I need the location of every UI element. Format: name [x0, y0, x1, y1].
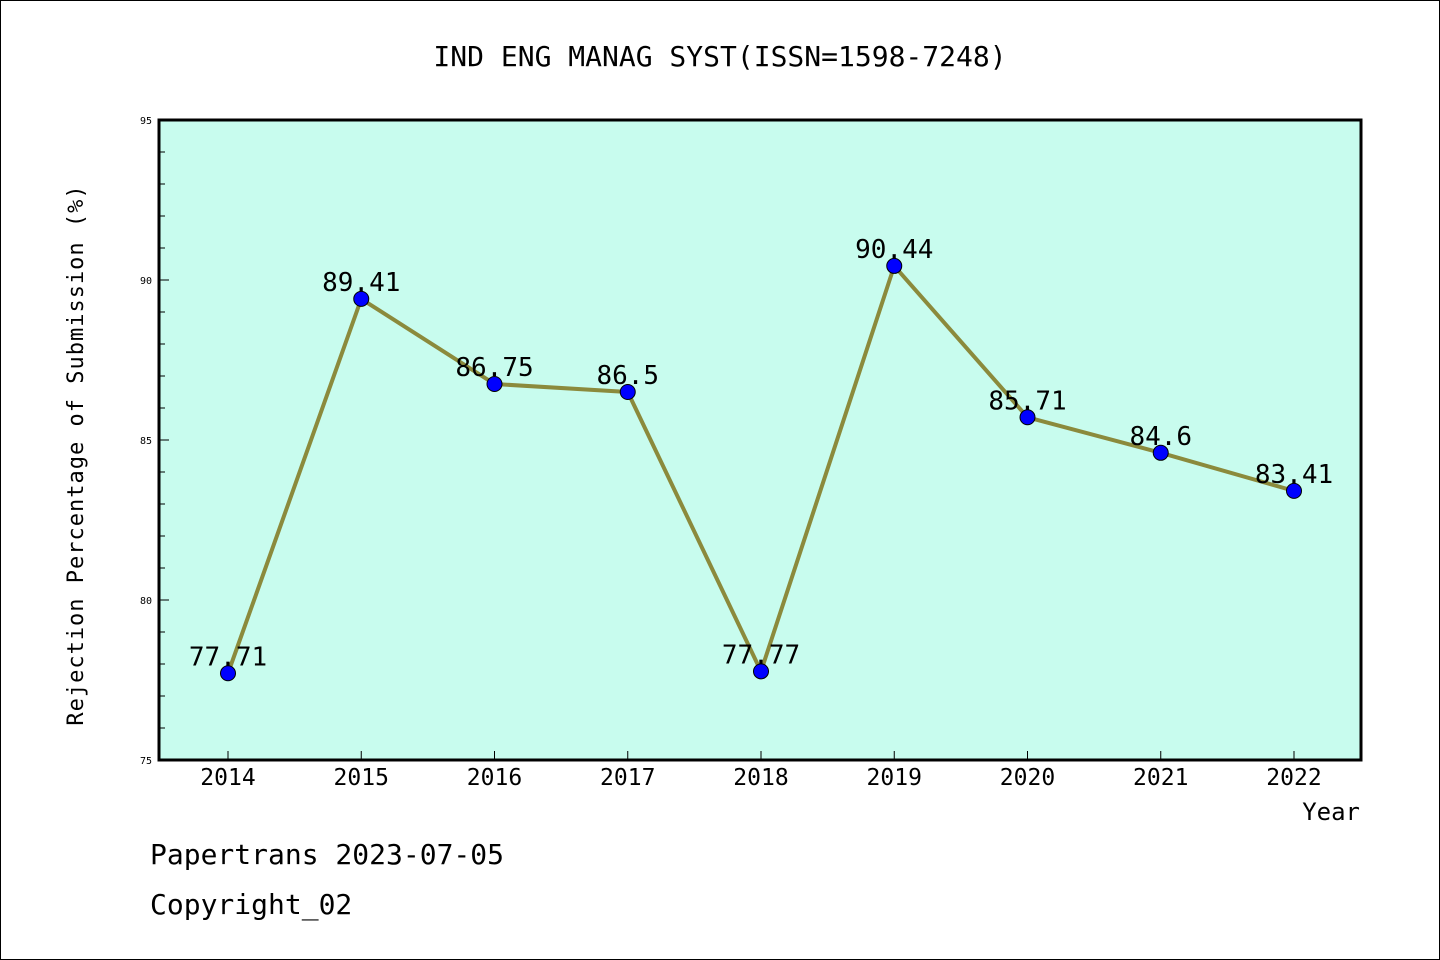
- x-tick-label: 2021: [1133, 765, 1188, 791]
- plot-area: [159, 120, 1361, 760]
- data-point: [886, 257, 903, 274]
- data-point: [1019, 409, 1036, 426]
- y-tick-label: 95: [140, 116, 152, 127]
- y-axis-label: Rejection Percentage of Submission (%): [64, 184, 89, 725]
- y-tick-label: 80: [140, 596, 152, 607]
- data-label: 84.6: [1129, 422, 1192, 452]
- plot-border: [157, 118, 1363, 762]
- y-tick-label: 85: [140, 436, 152, 447]
- data-label: 77.71: [189, 642, 267, 672]
- y-tick-label: 90: [140, 276, 152, 287]
- data-point: [486, 376, 503, 392]
- x-axis-ticks: 2014 2015 2016 2017 2018 2019 2020 2021 2022: [200, 751, 1322, 791]
- x-tick-label: 2020: [1000, 765, 1055, 791]
- data-label: 86.75: [455, 353, 533, 383]
- series-group: [220, 257, 1302, 682]
- data-label: 89.41: [322, 268, 400, 298]
- y-tick-label: 75: [140, 756, 152, 767]
- data-point: [1286, 482, 1302, 499]
- data-point: [220, 665, 236, 682]
- x-tick-label: 2016: [467, 765, 522, 791]
- data-label: 77.77: [722, 640, 800, 670]
- data-point: [619, 384, 636, 400]
- x-tick-label: 2022: [1266, 765, 1321, 791]
- footer-copyright: Copyright_02: [150, 888, 352, 922]
- x-tick-label: 2018: [733, 765, 788, 791]
- data-point: [1152, 444, 1169, 461]
- data-point: [753, 663, 769, 680]
- x-tick-label: 2014: [200, 765, 255, 791]
- x-tick-label: 2017: [600, 765, 655, 791]
- x-tick-label: 2015: [334, 765, 389, 791]
- data-labels: 77.71 89.41 86.75 86.5 77.77 90.44 85.71 84.6 83…: [189, 235, 1333, 672]
- data-label: 86.5: [596, 361, 659, 391]
- x-tick-label: 2019: [867, 765, 922, 791]
- data-label: 83.41: [1255, 460, 1333, 490]
- data-label: 85.71: [988, 386, 1066, 416]
- data-point: [353, 290, 370, 307]
- footer-date: Papertrans 2023-07-05: [150, 838, 504, 871]
- data-label: 90.44: [855, 235, 933, 265]
- x-axis-label: Year: [1302, 798, 1360, 826]
- chart-title: IND ENG MANAG SYST(ISSN=1598-7248): [433, 40, 1006, 73]
- y-axis-ticks: 75 80 85 90 95: [140, 116, 169, 767]
